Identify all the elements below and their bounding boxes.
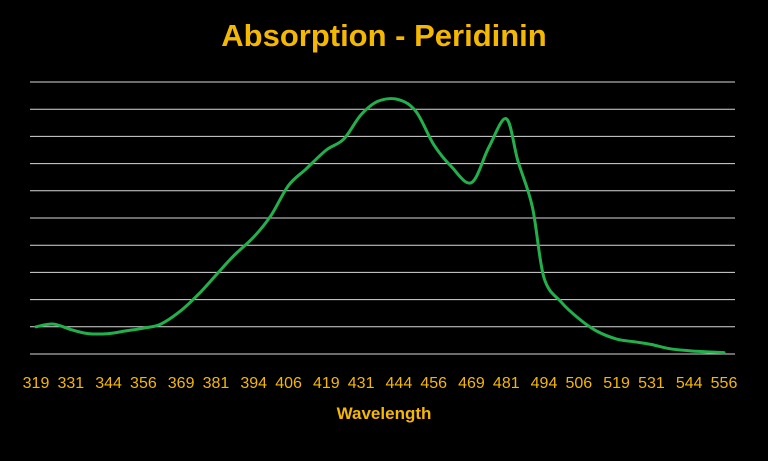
x-tick-label: 469 bbox=[458, 375, 485, 392]
x-tick-label: 431 bbox=[348, 375, 375, 392]
x-tick-label: 494 bbox=[531, 375, 558, 392]
x-tick-label: 419 bbox=[313, 375, 340, 392]
x-tick-label: 544 bbox=[676, 375, 703, 392]
x-tick-label: 481 bbox=[493, 375, 520, 392]
x-tick-label: 369 bbox=[168, 375, 195, 392]
x-tick-label: 394 bbox=[240, 375, 267, 392]
x-tick-label: 556 bbox=[711, 375, 738, 392]
x-tick-label: 531 bbox=[638, 375, 665, 392]
x-tick-label: 519 bbox=[603, 375, 630, 392]
x-tick-label: 356 bbox=[130, 375, 157, 392]
x-tick-label: 406 bbox=[275, 375, 302, 392]
x-tick-label: 344 bbox=[95, 375, 122, 392]
x-tick-label: 444 bbox=[386, 375, 413, 392]
x-tick-label: 381 bbox=[203, 375, 230, 392]
x-tick-label: 506 bbox=[566, 375, 593, 392]
x-tick-label: 319 bbox=[23, 375, 50, 392]
series-line bbox=[34, 97, 726, 355]
x-tick-label: 456 bbox=[420, 375, 447, 392]
chart-title: Absorption - Peridinin bbox=[221, 18, 547, 53]
x-tick-label: 331 bbox=[57, 375, 84, 392]
x-axis-title: Wavelength bbox=[336, 404, 432, 423]
